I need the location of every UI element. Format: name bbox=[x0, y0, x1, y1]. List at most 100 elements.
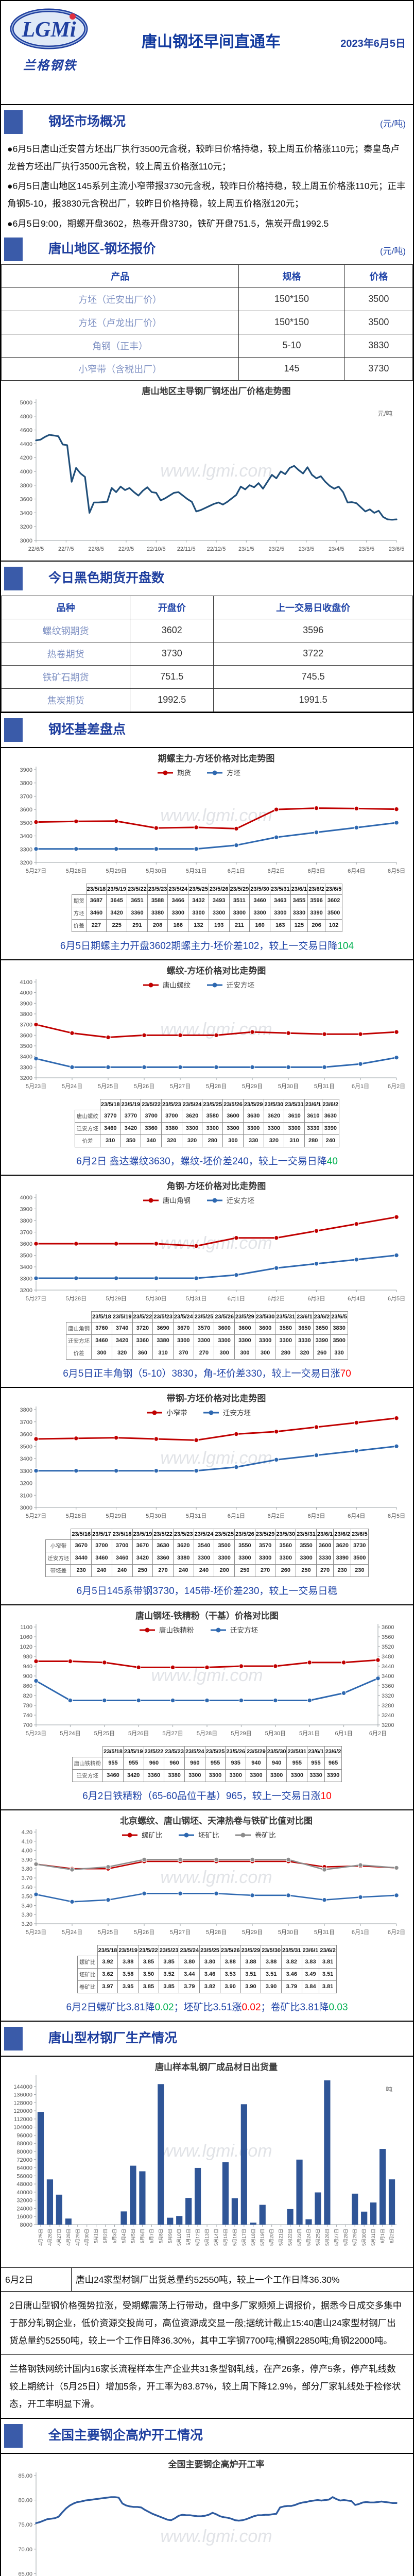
date-header-cell: 23/6/2 bbox=[333, 1528, 352, 1540]
date-header-cell: 23/6/5 bbox=[324, 883, 343, 895]
svg-text:唐山螺纹: 唐山螺纹 bbox=[163, 981, 191, 989]
date-header-cell: 23/5/31 bbox=[286, 1745, 308, 1757]
caption-segment: 10 bbox=[320, 1790, 332, 1802]
value-cell: 3.88 bbox=[219, 1955, 241, 1969]
value-cell: 960 bbox=[184, 1756, 205, 1770]
value-cell: 3610 bbox=[284, 1109, 305, 1123]
bullet-1: ●6月5日唐山迁安普方坯出厂执行3500元含税，较昨日价格持稳，较上周五价格涨1… bbox=[7, 144, 400, 172]
svg-text:3300: 3300 bbox=[20, 1064, 32, 1071]
date-header-cell: 23/5/25 bbox=[214, 1528, 235, 1540]
value-cell: 3380 bbox=[164, 1769, 185, 1782]
value-cell: 166 bbox=[167, 919, 189, 932]
value-cell: 3600 bbox=[214, 1321, 235, 1335]
value-cell: 3.95 bbox=[117, 1980, 139, 1993]
table-cell: 螺纹钢期货 bbox=[1, 618, 131, 642]
svg-text:820: 820 bbox=[23, 1693, 32, 1699]
value-cell: 3.44 bbox=[179, 1968, 200, 1981]
svg-text:3.20: 3.20 bbox=[22, 1921, 32, 1927]
svg-text:72000: 72000 bbox=[16, 2157, 32, 2163]
value-cell: 3.51 bbox=[240, 1968, 262, 1981]
value-cell: 3300 bbox=[284, 1122, 305, 1135]
svg-text:期货: 期货 bbox=[177, 769, 191, 777]
svg-text:5月18日: 5月18日 bbox=[251, 2229, 256, 2246]
value-cell: 3330 bbox=[290, 906, 308, 920]
svg-text:112000: 112000 bbox=[14, 2116, 32, 2123]
value-cell: 3580 bbox=[275, 1321, 297, 1335]
table-cell: 3722 bbox=[213, 641, 413, 666]
caption-segment: 6月5日145系带钢3730，145带-坯价差230，较上一交易日稳 bbox=[76, 1585, 338, 1597]
value-cell: 3300 bbox=[181, 1122, 203, 1135]
corner-cell bbox=[72, 1746, 103, 1757]
svg-text:6月2日: 6月2日 bbox=[268, 1513, 285, 1519]
value-cell: 3300 bbox=[275, 1551, 297, 1565]
table-header-cell: 价格 bbox=[344, 264, 413, 288]
svg-text:22/9/5: 22/9/5 bbox=[118, 546, 134, 552]
date-header-cell: 23/6/2 bbox=[324, 1745, 342, 1757]
date-header-cell: 23/6/1 bbox=[296, 1311, 314, 1323]
c5-svg: www.lgmi.com 带钢-方坯价格对比走势图 3000 3100 3200 3300… bbox=[20, 1393, 406, 1519]
value-cell: 3460 bbox=[91, 1551, 112, 1565]
caption-segment: 70 bbox=[340, 1368, 351, 1379]
value-cell: 211 bbox=[229, 919, 250, 932]
svg-text:3600: 3600 bbox=[382, 1624, 394, 1631]
section-unit: (元/吨) bbox=[380, 246, 406, 256]
svg-text:4000: 4000 bbox=[20, 469, 32, 475]
svg-text:4400: 4400 bbox=[20, 441, 32, 447]
date-header-cell: 23/5/19 bbox=[117, 1944, 139, 1956]
svg-text:4月27日: 4月27日 bbox=[57, 2229, 62, 2246]
svg-text:5月30日: 5月30日 bbox=[361, 2229, 367, 2246]
value-cell: 3300 bbox=[188, 906, 209, 920]
value-cell: 3.82 bbox=[199, 1980, 220, 1993]
value-cell: 270 bbox=[152, 1564, 174, 1577]
svg-text:3280: 3280 bbox=[382, 1703, 394, 1709]
angle-billet-table: 23/5/18 23/5/19 23/5/22 23/5/23 23/5/24 23/5/… bbox=[1, 1311, 413, 1360]
value-cell: 3560 bbox=[275, 1539, 297, 1552]
page-title: 唐山钢坯早间直通车 bbox=[142, 33, 281, 50]
svg-text:1020: 1020 bbox=[20, 1644, 32, 1650]
date-header-cell: 23/5/26 bbox=[219, 1944, 241, 1956]
value-cell: 3770 bbox=[99, 1109, 121, 1123]
value-cell: 3380 bbox=[173, 1551, 194, 1565]
svg-text:3560: 3560 bbox=[382, 1634, 394, 1640]
caption-segment: 40 bbox=[326, 1156, 338, 1167]
table-cell: 751.5 bbox=[130, 665, 214, 689]
value-cell: 955 bbox=[204, 1756, 226, 1770]
svg-text:5月28日: 5月28日 bbox=[197, 1731, 217, 1737]
value-cell: 3380 bbox=[147, 906, 168, 920]
corner-cell bbox=[75, 1099, 100, 1110]
value-cell: 3466 bbox=[167, 894, 189, 907]
date-header-cell: 23/5/19 bbox=[123, 1745, 144, 1757]
svg-text:3520: 3520 bbox=[382, 1644, 394, 1650]
svg-text:6月4日: 6月4日 bbox=[348, 868, 365, 874]
svg-text:5月31日: 5月31日 bbox=[186, 1513, 206, 1519]
svg-text:5月31日: 5月31日 bbox=[314, 1083, 335, 1090]
date-header-cell: 23/5/16 bbox=[71, 1528, 92, 1540]
date-header-cell: 23/5/31 bbox=[296, 1528, 317, 1540]
date-header-cell: 23/6/2 bbox=[321, 1098, 340, 1110]
date-header-cell: 23/5/18 bbox=[99, 1098, 121, 1110]
table-header-cell: 产品 bbox=[1, 264, 239, 288]
ironfines-billet-caption: 6月2日铁精粉（65-60品位干基）965，较上一交易日涨10 bbox=[1, 1783, 413, 1809]
svg-text:4000: 4000 bbox=[20, 990, 32, 996]
value-cell: 3687 bbox=[85, 894, 107, 907]
furnace-rate-chart: www.lgmi.com全国主要钢企高炉开工率60.0065.0070.0075… bbox=[1, 2454, 413, 2576]
ironfines-billet-chart: www.lgmi.com 唐山钢坯-铁精粉（干基）价格对比图 700 740 780 82… bbox=[1, 1605, 413, 1745]
value-cell: 3500 bbox=[351, 1551, 369, 1565]
row-label-cell: 卷矿比 bbox=[77, 1980, 98, 1993]
row-label-cell: 唐山螺纹 bbox=[74, 1109, 100, 1123]
value-cell: 3600 bbox=[316, 1539, 334, 1552]
svg-text:3600: 3600 bbox=[20, 1032, 32, 1039]
table-cell: 3500 bbox=[344, 287, 413, 311]
value-cell: 3588 bbox=[147, 894, 168, 907]
svg-text:5月27日: 5月27日 bbox=[26, 868, 46, 874]
value-cell: 3610 bbox=[304, 1109, 322, 1123]
date-header-cell: 23/5/30 bbox=[266, 1745, 287, 1757]
svg-text:65.00: 65.00 bbox=[18, 2571, 32, 2576]
svg-text:5月13日: 5月13日 bbox=[204, 2229, 210, 2246]
svg-text:860: 860 bbox=[23, 1683, 32, 1689]
production-para-2: 兰格钢铁网统计国内16家长流程样本生产企业共31条型钢轧线，在产26条，停产5条… bbox=[9, 2364, 401, 2410]
svg-text:3600: 3600 bbox=[20, 1431, 32, 1437]
value-cell: 280 bbox=[202, 1134, 223, 1147]
svg-text:6月5日: 6月5日 bbox=[388, 868, 405, 874]
